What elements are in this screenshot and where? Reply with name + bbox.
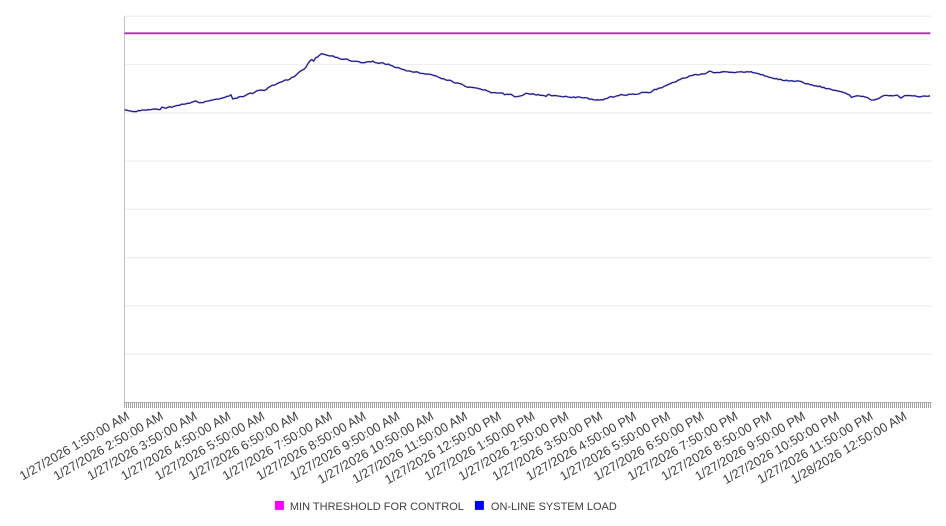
- svg-text:ON-LINE SYSTEM LOAD: ON-LINE SYSTEM LOAD: [491, 501, 617, 513]
- svg-text:MIN THRESHOLD FOR CONTROL: MIN THRESHOLD FOR CONTROL: [290, 501, 464, 513]
